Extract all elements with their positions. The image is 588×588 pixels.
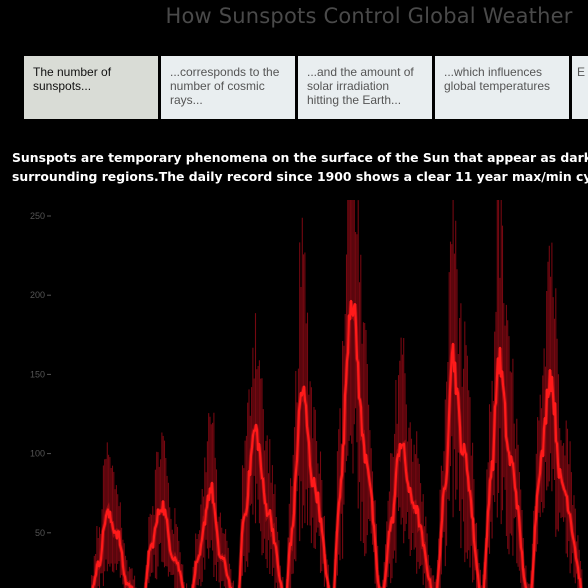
y-tick-label: 200: [30, 290, 45, 300]
tab-sunspots[interactable]: The number of sunspots...: [24, 56, 158, 119]
smoothed-series-line: [91, 299, 582, 588]
tab-cosmic-rays[interactable]: ...corresponds to the number of cosmic r…: [161, 56, 295, 119]
y-axis: 50 100 150 200 250: [30, 211, 51, 538]
sunspot-chart: 50 100 150 200 250: [30, 200, 583, 588]
y-tick-label: 250: [30, 211, 45, 221]
description-line-1: Sunspots are temporary phenomena on the …: [12, 150, 588, 165]
description: Sunspots are temporary phenomena on the …: [12, 148, 588, 186]
tab-global-temperatures[interactable]: ...which influences global temperatures: [435, 56, 569, 119]
description-line-2: surrounding regions.The daily record sin…: [12, 169, 588, 184]
page-title: How Sunspots Control Global Weather: [165, 4, 573, 28]
y-tick-label: 150: [30, 369, 45, 379]
y-tick-label: 100: [30, 449, 45, 459]
smoothed-series-layer: [90, 299, 583, 588]
tab-solar-irradiation[interactable]: ...and the amount of solar irradiation h…: [298, 56, 432, 119]
tab-next[interactable]: E s y: [572, 56, 588, 119]
y-tick-label: 50: [35, 528, 45, 538]
